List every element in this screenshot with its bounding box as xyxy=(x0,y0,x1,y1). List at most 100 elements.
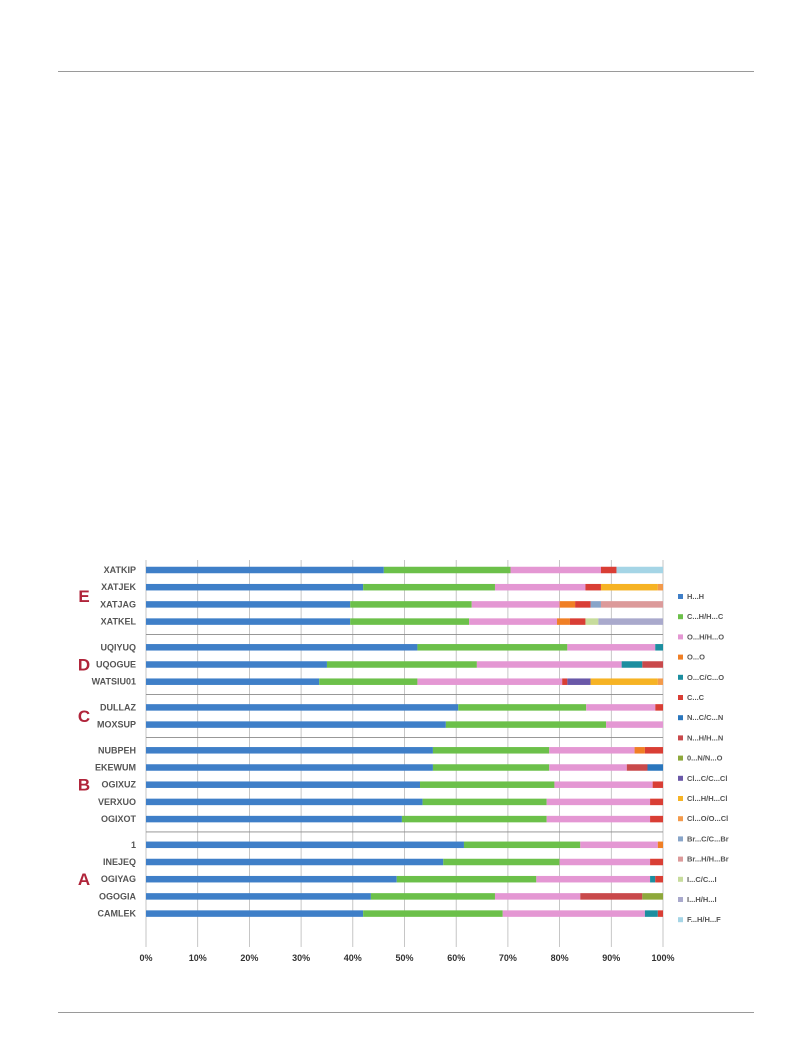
legend-entry: Br...C/C...Br xyxy=(678,834,729,843)
x-tick-label: 50% xyxy=(395,953,413,963)
bar-segment xyxy=(644,747,663,754)
bar-row xyxy=(146,618,663,625)
bar-segment xyxy=(146,618,351,625)
bar-segment xyxy=(585,583,601,591)
bar-segment xyxy=(363,910,503,917)
bar-segment xyxy=(580,893,643,900)
legend-swatch xyxy=(678,796,683,801)
bar-segment xyxy=(580,841,658,849)
bar-segment xyxy=(469,618,558,625)
bar-segment xyxy=(606,721,663,728)
bar-segment xyxy=(549,764,627,771)
bar-segment xyxy=(575,601,591,608)
category-label: MOXSUP xyxy=(97,720,136,730)
legend-entry: Cl...H/H...Cl xyxy=(678,794,727,803)
category-label: VERXUO xyxy=(98,797,136,807)
bar-segment xyxy=(401,815,547,823)
legend-label: O...H/H...O xyxy=(687,632,724,641)
bar-segment xyxy=(657,678,663,685)
category-label: XATKIP xyxy=(104,565,136,575)
bar-segment xyxy=(146,678,320,685)
legend-entry: N...C/C...N xyxy=(678,713,723,722)
legend-entry: Cl...C/C...Cl xyxy=(678,774,727,783)
x-tick-label: 70% xyxy=(499,953,517,963)
bar-segment xyxy=(657,841,663,849)
legend-swatch xyxy=(678,735,683,741)
category-label: XATJEK xyxy=(101,582,136,592)
legend-label: Br...H/H...Br xyxy=(687,855,729,864)
bar-segment xyxy=(432,764,550,771)
bar-segment xyxy=(650,875,656,883)
legend-label: H...H xyxy=(687,592,704,601)
bar-segment xyxy=(536,875,651,883)
bar-row xyxy=(146,841,663,849)
legend-label: Cl...C/C...Cl xyxy=(687,774,727,783)
bar-segment xyxy=(567,644,656,651)
bar-segment xyxy=(146,798,423,806)
bar-row xyxy=(146,858,663,866)
bar-row xyxy=(146,601,663,608)
category-label: OGOGIA xyxy=(99,891,137,901)
legend-label: O...O xyxy=(687,653,705,662)
legend-label: I...H/H...I xyxy=(687,895,717,904)
bar-segment xyxy=(146,893,371,900)
bar-segment xyxy=(417,678,563,685)
bar-row xyxy=(146,875,663,883)
legend-entry: H...H xyxy=(678,592,704,601)
bar-segment xyxy=(655,644,663,651)
bar-segment xyxy=(554,781,653,788)
bar-segment xyxy=(420,781,555,788)
bar-row xyxy=(146,566,663,574)
bar-segment xyxy=(146,583,364,591)
category-label: UQIYUQ xyxy=(100,642,136,652)
category-label: XATKEL xyxy=(101,617,137,627)
category-labels: XATKIP XATJEK XATJAG XATKEL UQIYUQ UQOGUE WATS… xyxy=(92,565,137,919)
x-tick-label: 80% xyxy=(551,953,569,963)
bar-segment xyxy=(383,566,511,574)
bar-segment xyxy=(146,601,351,608)
bar-segment xyxy=(557,618,570,625)
legend-entry: Br...H/H...Br xyxy=(678,855,729,864)
legend-swatch xyxy=(678,897,683,902)
bar-segment xyxy=(655,704,663,711)
bar-row xyxy=(146,661,663,668)
bar-segment xyxy=(146,644,418,651)
bar-segment xyxy=(422,798,547,806)
bar-segment xyxy=(655,875,663,883)
bar-segment xyxy=(363,583,495,591)
legend-label: C...C xyxy=(687,693,705,702)
legend-swatch xyxy=(678,634,683,640)
legend-swatch xyxy=(678,876,683,882)
legend-entry: 0...N/N...O xyxy=(678,754,723,763)
bar-segment xyxy=(650,858,663,866)
bar-row xyxy=(146,747,663,754)
legend-entry: I...H/H...I xyxy=(678,895,717,904)
bar-segment xyxy=(146,747,433,754)
x-tick-label: 40% xyxy=(344,953,362,963)
legend-swatch xyxy=(678,614,683,620)
bar-segment xyxy=(146,781,421,788)
bar-segment xyxy=(600,566,617,574)
category-label: OGIXOT xyxy=(101,814,137,824)
legend-label: C...H/H...C xyxy=(687,612,724,621)
bar-segment xyxy=(559,858,651,866)
x-tick-label: 10% xyxy=(189,953,207,963)
bar-segment xyxy=(146,841,464,849)
bar-segment xyxy=(146,661,327,668)
bar-segment xyxy=(146,875,397,883)
bar-segment xyxy=(590,678,658,685)
legend-label: O...C/C...O xyxy=(687,673,724,682)
bar-segment xyxy=(443,858,560,866)
category-label: XATJAG xyxy=(100,599,136,609)
bar-segment xyxy=(569,618,586,625)
x-axis-ticks: 0% 10% 20% 30% 40% 50% 60% 70% 80% 90% 100% xyxy=(139,953,674,963)
bar-segment xyxy=(146,566,384,574)
bar-segment xyxy=(598,618,663,625)
legend-entry: I...C/C...I xyxy=(678,875,717,884)
x-tick-label: 90% xyxy=(602,953,620,963)
bar-row xyxy=(146,678,663,685)
x-tick-label: 20% xyxy=(240,953,258,963)
bar-segment xyxy=(458,704,587,711)
x-tick-label: 0% xyxy=(139,953,152,963)
legend-label: I...C/C...I xyxy=(687,875,717,884)
